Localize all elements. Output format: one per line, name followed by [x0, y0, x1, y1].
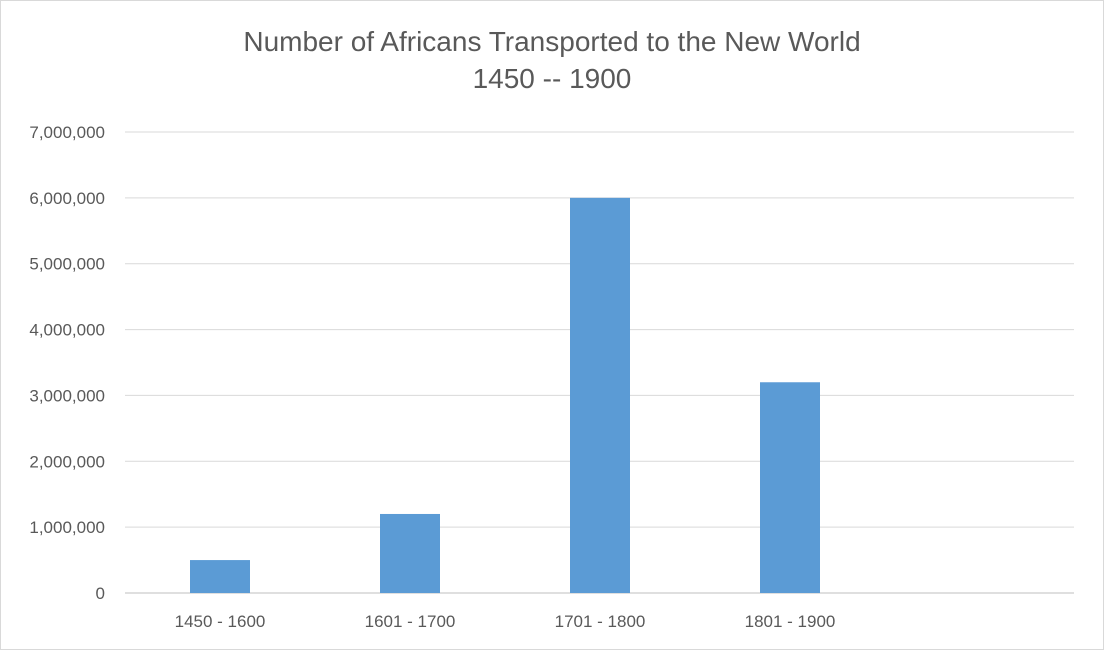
y-tick-label: 0 [96, 584, 105, 603]
chart-title: Number of Africans Transported to the Ne… [1, 23, 1103, 97]
y-tick-label: 7,000,000 [29, 123, 105, 142]
y-tick-label: 6,000,000 [29, 189, 105, 208]
y-tick-label: 3,000,000 [29, 386, 105, 405]
bar [760, 382, 820, 593]
y-tick-label: 4,000,000 [29, 321, 105, 340]
chart-title-line-1: Number of Africans Transported to the Ne… [243, 26, 861, 57]
x-tick-label: 1450 - 1600 [175, 612, 266, 631]
bar [380, 513, 440, 593]
x-tick-label: 1601 - 1700 [365, 612, 456, 631]
chart-title-line-2: 1450 -- 1900 [472, 63, 632, 94]
bar [190, 560, 250, 593]
y-tick-label: 5,000,000 [29, 255, 105, 274]
y-tick-label: 2,000,000 [29, 452, 105, 471]
bar [570, 197, 630, 593]
x-tick-label: 1801 - 1900 [745, 612, 836, 631]
x-tick-label: 1701 - 1800 [555, 612, 646, 631]
y-tick-label: 1,000,000 [29, 518, 105, 537]
